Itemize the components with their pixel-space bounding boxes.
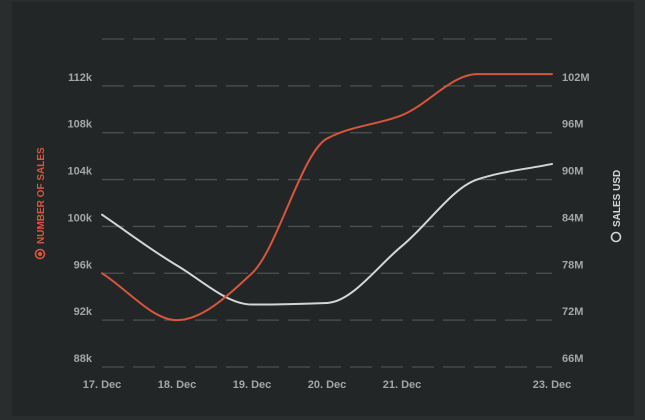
left-axis-ticks: 88k 92k 96k 100k 104k 108k 112k <box>68 72 93 365</box>
legend-sales-usd-dot <box>613 234 619 240</box>
grid-lines <box>102 38 552 368</box>
left-axis-tick-label: 92k <box>74 306 93 318</box>
right-axis-tick-label: 84M <box>562 212 583 224</box>
left-axis-tick-label: 104k <box>68 166 93 178</box>
right-axis-tick-label: 78M <box>562 259 583 271</box>
series-lines <box>101 73 553 322</box>
legend-sales-usd-marker <box>610 231 622 243</box>
line-chart: 88k 92k 96k 100k 104k 108k 112k 66M 72M 78M 84M 90… <box>34 38 624 391</box>
x-axis-tick-label: 23. Dec <box>533 379 572 391</box>
legend-number-of-sales-marker <box>34 248 46 260</box>
legend-number-of-sales[interactable]: NUMBER OF SALES <box>34 147 48 260</box>
right-axis-tick-label: 66M <box>562 353 583 365</box>
legend-sales-usd-label: SALES USD <box>612 170 623 227</box>
right-axis-tick-label: 96M <box>562 119 583 131</box>
left-axis-tick-label: 112k <box>68 72 93 84</box>
left-axis-tick-label: 96k <box>74 259 93 271</box>
x-axis-tick-label: 18. Dec <box>158 379 197 391</box>
x-axis-tick-label: 17. Dec <box>83 379 122 391</box>
legend-sales-usd[interactable]: SALES USD <box>610 170 624 243</box>
right-axis-tick-label: 72M <box>562 306 583 318</box>
right-axis-tick-label: 102M <box>562 72 590 84</box>
left-axis-tick-label: 88k <box>74 353 93 365</box>
right-axis-tick-label: 90M <box>562 166 583 178</box>
number-of-sales-line[interactable] <box>101 73 553 322</box>
legend-number-of-sales-dot <box>37 251 43 257</box>
x-axis-ticks: 17. Dec 18. Dec 19. Dec 20. Dec 21. Dec 23. D… <box>83 379 572 391</box>
left-axis-tick-label: 100k <box>68 212 93 224</box>
sales-usd-line[interactable] <box>101 162 553 306</box>
x-axis-tick-label: 21. Dec <box>383 379 422 391</box>
x-axis-tick-label: 19. Dec <box>233 379 272 391</box>
x-axis-tick-label: 20. Dec <box>308 379 347 391</box>
chart-panel: 88k 92k 96k 100k 104k 108k 112k 66M 72M 78M 84M 90… <box>12 2 634 416</box>
right-axis-ticks: 66M 72M 78M 84M 90M 96M 102M <box>562 72 590 365</box>
legend-number-of-sales-label: NUMBER OF SALES <box>36 147 47 244</box>
left-axis-tick-label: 108k <box>68 119 93 131</box>
